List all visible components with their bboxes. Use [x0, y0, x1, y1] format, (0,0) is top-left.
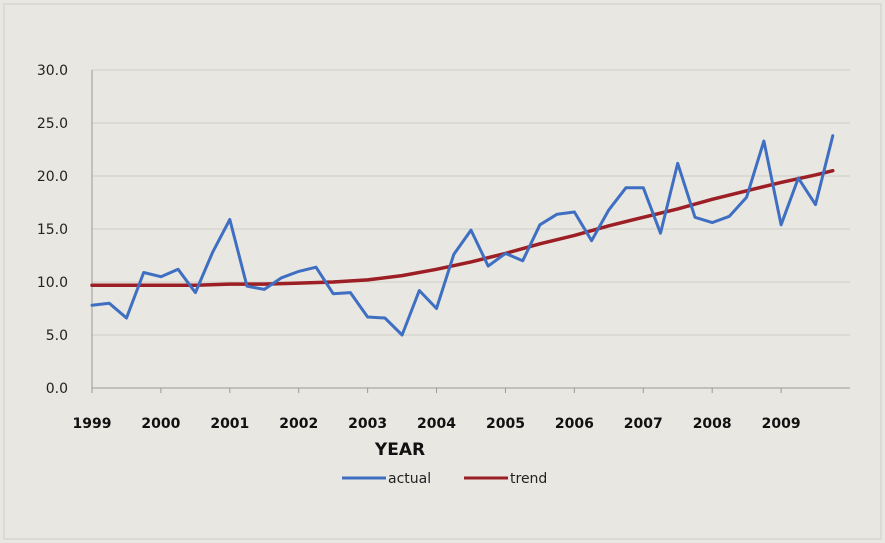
x-tick-label: 1999	[73, 416, 112, 432]
x-tick-label: 2006	[555, 416, 594, 432]
y-tick-label: 15.0	[37, 222, 68, 238]
x-axis-title: YEAR	[374, 440, 425, 460]
series-lines	[90, 134, 835, 337]
y-tick-label: 25.0	[37, 116, 68, 132]
legend: actual trend	[342, 471, 547, 487]
x-tick-label: 2002	[279, 416, 318, 432]
y-tick-labels: 0.0 5.0 10.0 15.0 20.0 25.0 30.0	[37, 63, 68, 397]
legend-label-actual: actual	[388, 471, 431, 487]
chart-border	[3, 3, 882, 540]
series-line-actual	[90, 134, 835, 337]
x-tick-label: 2003	[348, 416, 387, 432]
y-tick-label: 20.0	[37, 169, 68, 185]
x-tick-label: 2008	[693, 416, 732, 432]
y-tick-label: 5.0	[46, 328, 68, 344]
y-tick-label: 10.0	[37, 275, 68, 291]
series-line-trend	[90, 168, 835, 287]
x-tick-label: 2005	[486, 416, 525, 432]
x-tick-label: 2007	[624, 416, 663, 432]
y-tick-label: 30.0	[37, 63, 68, 79]
x-tick-label: 2001	[210, 416, 249, 432]
x-tick-label: 2009	[762, 416, 801, 432]
legend-label-trend: trend	[510, 471, 547, 487]
x-tick-label: 2004	[417, 416, 456, 432]
y-tick-label: 0.0	[46, 381, 68, 397]
x-tick-labels: 1999 2000 2001 2002 2003 2004 2005 2006 2007 2008…	[73, 416, 801, 432]
axes	[91, 70, 850, 393]
x-tick-label: 2000	[141, 416, 180, 432]
